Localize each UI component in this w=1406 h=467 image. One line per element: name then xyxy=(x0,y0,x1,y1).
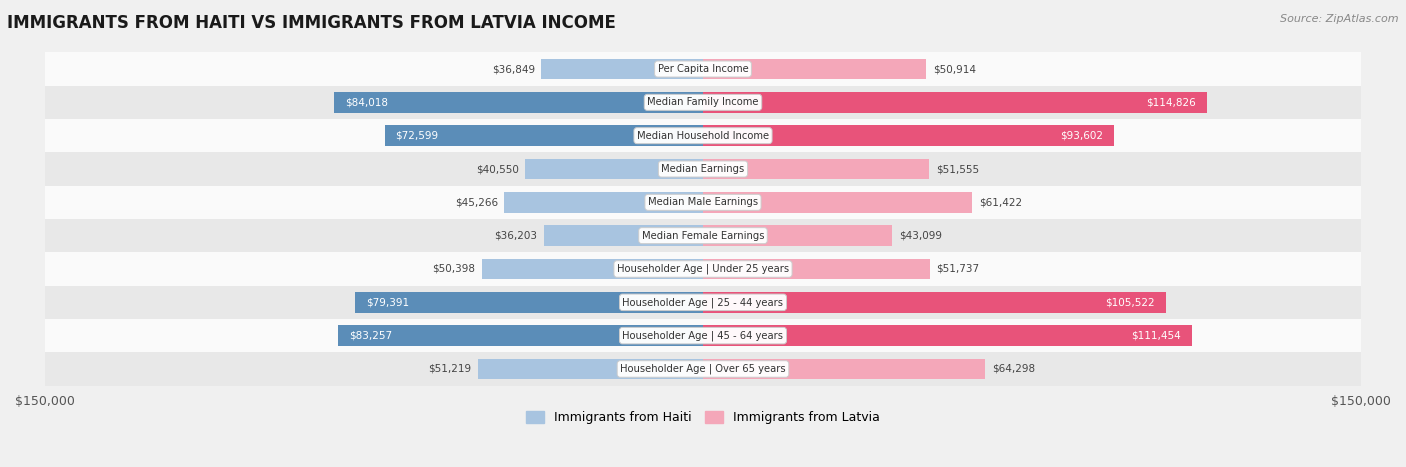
Bar xyxy=(703,259,929,279)
Text: $50,398: $50,398 xyxy=(432,264,475,274)
Bar xyxy=(703,325,1192,346)
Text: $93,602: $93,602 xyxy=(1060,131,1102,141)
Bar xyxy=(544,226,703,246)
Text: Householder Age | Over 65 years: Householder Age | Over 65 years xyxy=(620,364,786,374)
Text: $51,555: $51,555 xyxy=(936,164,979,174)
Bar xyxy=(703,125,1114,146)
Bar xyxy=(505,192,703,212)
Text: $111,454: $111,454 xyxy=(1132,331,1181,340)
Text: $50,914: $50,914 xyxy=(934,64,976,74)
Text: $61,422: $61,422 xyxy=(979,198,1022,207)
Text: $43,099: $43,099 xyxy=(898,231,942,241)
Text: Median Earnings: Median Earnings xyxy=(661,164,745,174)
Bar xyxy=(703,159,929,179)
Bar xyxy=(384,125,703,146)
Bar xyxy=(45,119,1361,152)
Text: Householder Age | 25 - 44 years: Householder Age | 25 - 44 years xyxy=(623,297,783,308)
Bar xyxy=(478,359,703,379)
Bar xyxy=(45,85,1361,119)
Text: $114,826: $114,826 xyxy=(1146,97,1195,107)
Text: $105,522: $105,522 xyxy=(1105,297,1154,307)
Text: Per Capita Income: Per Capita Income xyxy=(658,64,748,74)
Text: $45,266: $45,266 xyxy=(454,198,498,207)
Bar xyxy=(45,286,1361,319)
Bar xyxy=(45,252,1361,286)
Text: $64,298: $64,298 xyxy=(991,364,1035,374)
Bar xyxy=(703,92,1206,113)
Text: Median Household Income: Median Household Income xyxy=(637,131,769,141)
Bar xyxy=(45,352,1361,386)
Bar xyxy=(354,292,703,312)
Bar xyxy=(45,219,1361,252)
Text: $36,849: $36,849 xyxy=(492,64,534,74)
Legend: Immigrants from Haiti, Immigrants from Latvia: Immigrants from Haiti, Immigrants from L… xyxy=(520,406,886,429)
Text: Householder Age | Under 25 years: Householder Age | Under 25 years xyxy=(617,264,789,274)
Text: $72,599: $72,599 xyxy=(395,131,439,141)
Text: IMMIGRANTS FROM HAITI VS IMMIGRANTS FROM LATVIA INCOME: IMMIGRANTS FROM HAITI VS IMMIGRANTS FROM… xyxy=(7,14,616,32)
Bar xyxy=(703,192,973,212)
Bar xyxy=(524,159,703,179)
Bar xyxy=(45,319,1361,352)
Text: $51,737: $51,737 xyxy=(936,264,980,274)
Bar xyxy=(337,325,703,346)
Bar xyxy=(45,52,1361,85)
Text: Median Male Earnings: Median Male Earnings xyxy=(648,198,758,207)
Bar xyxy=(45,152,1361,186)
Text: Median Family Income: Median Family Income xyxy=(647,97,759,107)
Text: $79,391: $79,391 xyxy=(366,297,409,307)
Bar xyxy=(703,59,927,79)
Text: Householder Age | 45 - 64 years: Householder Age | 45 - 64 years xyxy=(623,330,783,341)
Bar xyxy=(335,92,703,113)
Text: Median Female Earnings: Median Female Earnings xyxy=(641,231,765,241)
Bar xyxy=(703,226,891,246)
Bar xyxy=(482,259,703,279)
Text: $84,018: $84,018 xyxy=(346,97,388,107)
Text: $83,257: $83,257 xyxy=(349,331,392,340)
Text: Source: ZipAtlas.com: Source: ZipAtlas.com xyxy=(1281,14,1399,24)
Bar xyxy=(703,292,1166,312)
Bar xyxy=(703,359,986,379)
Bar xyxy=(541,59,703,79)
Text: $40,550: $40,550 xyxy=(475,164,519,174)
Text: $51,219: $51,219 xyxy=(429,364,472,374)
Bar xyxy=(45,186,1361,219)
Text: $36,203: $36,203 xyxy=(495,231,537,241)
